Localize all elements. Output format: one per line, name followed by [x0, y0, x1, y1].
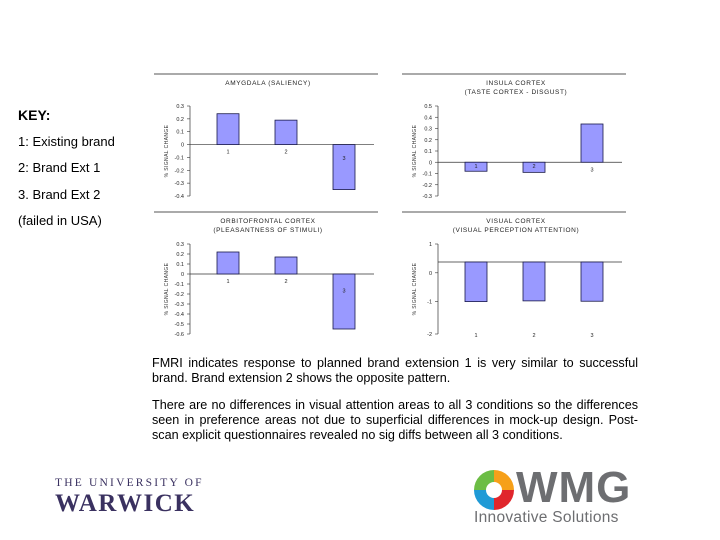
insula-y-tick-label: 0.1: [424, 149, 432, 155]
insula-chart: INSULA CORTEX (TASTE CORTEX - DISGUST) 0.5…: [398, 72, 628, 200]
visual-cortex-category-label-2: 2: [532, 333, 535, 339]
amygdala-bar-3: [332, 144, 356, 190]
amygdala-y-tick-label: -0.2: [175, 168, 184, 174]
wmg-logo: WMG Innovative Solutions: [470, 466, 700, 526]
insula-title-line: (TASTE CORTEX - DISGUST): [465, 89, 568, 96]
key-item-3: 3. Brand Ext 2: [18, 186, 101, 202]
key-item-1: 1: Existing brand: [18, 133, 115, 149]
amygdala-chart: AMYGDALA (SALIENCY) 0.3 0.2 0.1 0 -0.1 -0.2 -0.…: [150, 72, 380, 200]
visual-cortex-category-label-3: 3: [590, 333, 593, 339]
orbitofrontal-title-line: (PLEASANTNESS OF STIMULI): [213, 227, 322, 234]
orbitofrontal-y-tick-label: -0.3: [175, 302, 184, 308]
visual-cortex-y-axis-label: % SIGNAL CHANGE: [412, 262, 418, 315]
findings-paragraph-1: FMRI indicates response to planned brand…: [152, 356, 638, 385]
visual-cortex-y-tick-label: 1: [429, 242, 432, 248]
amygdala-bar-1: [216, 113, 240, 145]
amygdala-y-axis-label: % SIGNAL CHANGE: [164, 124, 170, 177]
orbitofrontal-y-tick-label: 0.1: [176, 262, 184, 268]
orbitofrontal-chart-svg: ORBITOFRONTAL CORTEX (PLEASANTNESS OF STI…: [154, 211, 378, 338]
orbitofrontal-chart: ORBITOFRONTAL CORTEX (PLEASANTNESS OF STI…: [150, 210, 380, 338]
amygdala-y-tick-label: -0.1: [175, 155, 184, 161]
insula-y-tick-label: 0.5: [424, 104, 432, 110]
wmg-logo-letters: WMG: [516, 463, 632, 512]
orbitofrontal-bar-1: [216, 251, 240, 275]
visual-cortex-bar-2: [522, 261, 546, 302]
amygdala-y-tick-label: 0.1: [176, 130, 184, 136]
orbitofrontal-y-tick-label: 0.3: [176, 242, 184, 248]
visual-cortex-bar-3: [580, 261, 604, 302]
visual-cortex-y-tick-label: -1: [427, 300, 432, 306]
visual-cortex-y-tick-label: -2: [427, 332, 432, 338]
amygdala-y-tick-label: -0.3: [175, 181, 184, 187]
insula-y-tick-label: -0.3: [423, 194, 432, 200]
insula-category-label-2: 2: [532, 164, 535, 170]
insula-y-tick-label: -0.1: [423, 172, 432, 178]
key-item-2: 2: Brand Ext 1: [18, 160, 101, 175]
insula-bar-2: [522, 161, 546, 173]
warwick-logo-line2: WARWICK: [55, 490, 196, 517]
wmg-swirl-icon: [474, 470, 514, 510]
visual-cortex-category-label-1: 1: [474, 333, 477, 339]
insula-y-tick-label: 0.2: [424, 138, 432, 144]
orbitofrontal-title-line: ORBITOFRONTAL CORTEX: [220, 218, 315, 225]
warwick-logo: THE UNIVERSITY OF WARWICK: [55, 477, 205, 517]
visual-cortex-y-tick-label: 0: [429, 271, 432, 277]
findings-paragraph-2: There are no differences in visual atten…: [152, 398, 638, 442]
key-item-note: (failed in USA): [18, 213, 102, 228]
amygdala-y-tick-label: 0.3: [176, 104, 184, 110]
insula-y-tick-label: 0.4: [424, 115, 432, 121]
visual-cortex-bar-1: [464, 261, 488, 302]
warwick-logo-line1: THE UNIVERSITY OF: [55, 477, 204, 489]
orbitofrontal-y-axis-label: % SIGNAL CHANGE: [164, 262, 170, 315]
insula-bar-3: [580, 123, 604, 163]
amygdala-y-tick-label: 0.2: [176, 117, 184, 123]
amygdala-category-label-2: 2: [284, 150, 287, 156]
orbitofrontal-bar-3: [332, 273, 356, 330]
insula-title-line: INSULA CORTEX: [486, 80, 546, 87]
insula-category-label-3: 3: [590, 167, 593, 173]
orbitofrontal-y-tick-label: 0: [181, 272, 184, 278]
visual-cortex-chart-svg: VISUAL CORTEX (VISUAL PERCEPTION ATTENTIO…: [402, 211, 626, 339]
visual-cortex-chart: VISUAL CORTEX (VISUAL PERCEPTION ATTENTIO…: [398, 210, 628, 339]
amygdala-title-line: AMYGDALA (SALIENCY): [225, 80, 310, 87]
orbitofrontal-bar-2: [274, 256, 298, 275]
insula-chart-svg: INSULA CORTEX (TASTE CORTEX - DISGUST) 0.5…: [402, 73, 626, 200]
amygdala-bar-2: [274, 119, 298, 145]
orbitofrontal-y-tick-label: -0.2: [175, 292, 184, 298]
amygdala-chart-svg: AMYGDALA (SALIENCY) 0.3 0.2 0.1 0 -0.1 -0.2 -0.…: [154, 73, 378, 200]
orbitofrontal-y-tick-label: 0.2: [176, 252, 184, 258]
insula-bar-1: [464, 161, 488, 172]
orbitofrontal-category-label-3: 3: [342, 288, 345, 294]
amygdala-y-tick-label: 0: [181, 143, 184, 149]
amygdala-y-tick-label: -0.4: [175, 194, 184, 200]
orbitofrontal-category-label-1: 1: [226, 279, 229, 285]
wmg-logo-tagline: Innovative Solutions: [474, 509, 619, 526]
insula-y-tick-label: -0.2: [423, 183, 432, 189]
orbitofrontal-y-tick-label: -0.1: [175, 282, 184, 288]
amygdala-category-label-3: 3: [342, 156, 345, 162]
insula-category-label-1: 1: [474, 164, 477, 170]
key-legend: KEY: 1: Existing brand 2: Brand Ext 1 3.…: [18, 102, 115, 235]
insula-y-axis-label: % SIGNAL CHANGE: [412, 124, 418, 177]
insula-y-tick-label: 0.3: [424, 127, 432, 133]
orbitofrontal-y-tick-label: -0.6: [175, 332, 184, 338]
orbitofrontal-y-tick-label: -0.5: [175, 322, 184, 328]
amygdala-category-label-1: 1: [226, 150, 229, 156]
orbitofrontal-category-label-2: 2: [284, 279, 287, 285]
visual-cortex-title-line: (VISUAL PERCEPTION ATTENTION): [453, 227, 579, 234]
orbitofrontal-y-tick-label: -0.4: [175, 312, 184, 318]
insula-y-tick-label: 0: [429, 160, 432, 166]
key-heading: KEY:: [18, 107, 51, 123]
visual-cortex-title-line: VISUAL CORTEX: [486, 218, 546, 225]
